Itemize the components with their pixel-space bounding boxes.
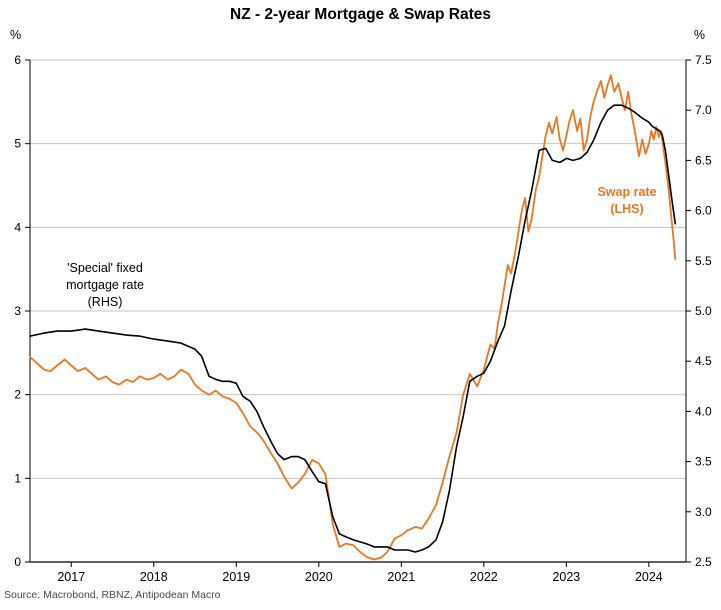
- right-axis-unit-label: %: [693, 28, 705, 42]
- right-tick-label: 7.5: [695, 53, 712, 67]
- x-tick-label: 2017: [57, 570, 85, 584]
- x-tick-label: 2020: [305, 570, 333, 584]
- left-tick-label: 3: [14, 304, 21, 318]
- swap-rate-line: [29, 74, 677, 561]
- x-tick-label: 2021: [387, 570, 415, 584]
- source-text: Source: Macrobond, RBNZ, Antipodean Macr…: [4, 589, 221, 601]
- chart-title: NZ - 2-year Mortgage & Swap Rates: [230, 6, 491, 23]
- left-axis-unit-label: %: [10, 28, 22, 42]
- left-tick-label: 6: [14, 53, 21, 67]
- right-tick-label: 6.0: [695, 204, 712, 218]
- right-tick-label: 3.0: [695, 505, 712, 519]
- x-tick-label: 2019: [222, 570, 250, 584]
- right-tick-label: 4.5: [695, 354, 712, 368]
- right-tick-label: 3.5: [695, 455, 712, 469]
- mortgage-annotation-line2: mortgage rate: [66, 278, 144, 292]
- x-tick-label: 2023: [552, 570, 580, 584]
- mortgage-rate-line: [29, 104, 677, 553]
- mortgage-annotation-line1: 'Special' fixed: [67, 261, 143, 275]
- left-tick-label: 5: [14, 137, 21, 151]
- left-tick-label: 0: [14, 555, 21, 569]
- left-tick-label: 1: [14, 471, 21, 485]
- mortgage-rate-annotation: 'Special' fixed mortgage rate (RHS): [35, 260, 175, 311]
- left-tick-label: 4: [14, 220, 21, 234]
- right-tick-label: 7.0: [695, 103, 712, 117]
- swap-annotation-line1: Swap rate: [597, 185, 657, 199]
- swap-annotation-line2: (LHS): [610, 202, 644, 216]
- right-tick-label: 4.0: [695, 404, 712, 418]
- x-tick-label: 2018: [140, 570, 168, 584]
- mortgage-annotation-line3: (RHS): [87, 295, 123, 309]
- swap-rate-annotation: Swap rate (LHS): [572, 184, 682, 218]
- x-tick-label: 2024: [635, 570, 663, 584]
- right-tick-label: 5.5: [695, 254, 712, 268]
- right-tick-label: 2.5: [695, 555, 712, 569]
- right-tick-label: 5.0: [695, 304, 712, 318]
- x-tick-label: 2022: [470, 570, 498, 584]
- left-tick-label: 2: [14, 388, 21, 402]
- right-tick-label: 6.5: [695, 153, 712, 167]
